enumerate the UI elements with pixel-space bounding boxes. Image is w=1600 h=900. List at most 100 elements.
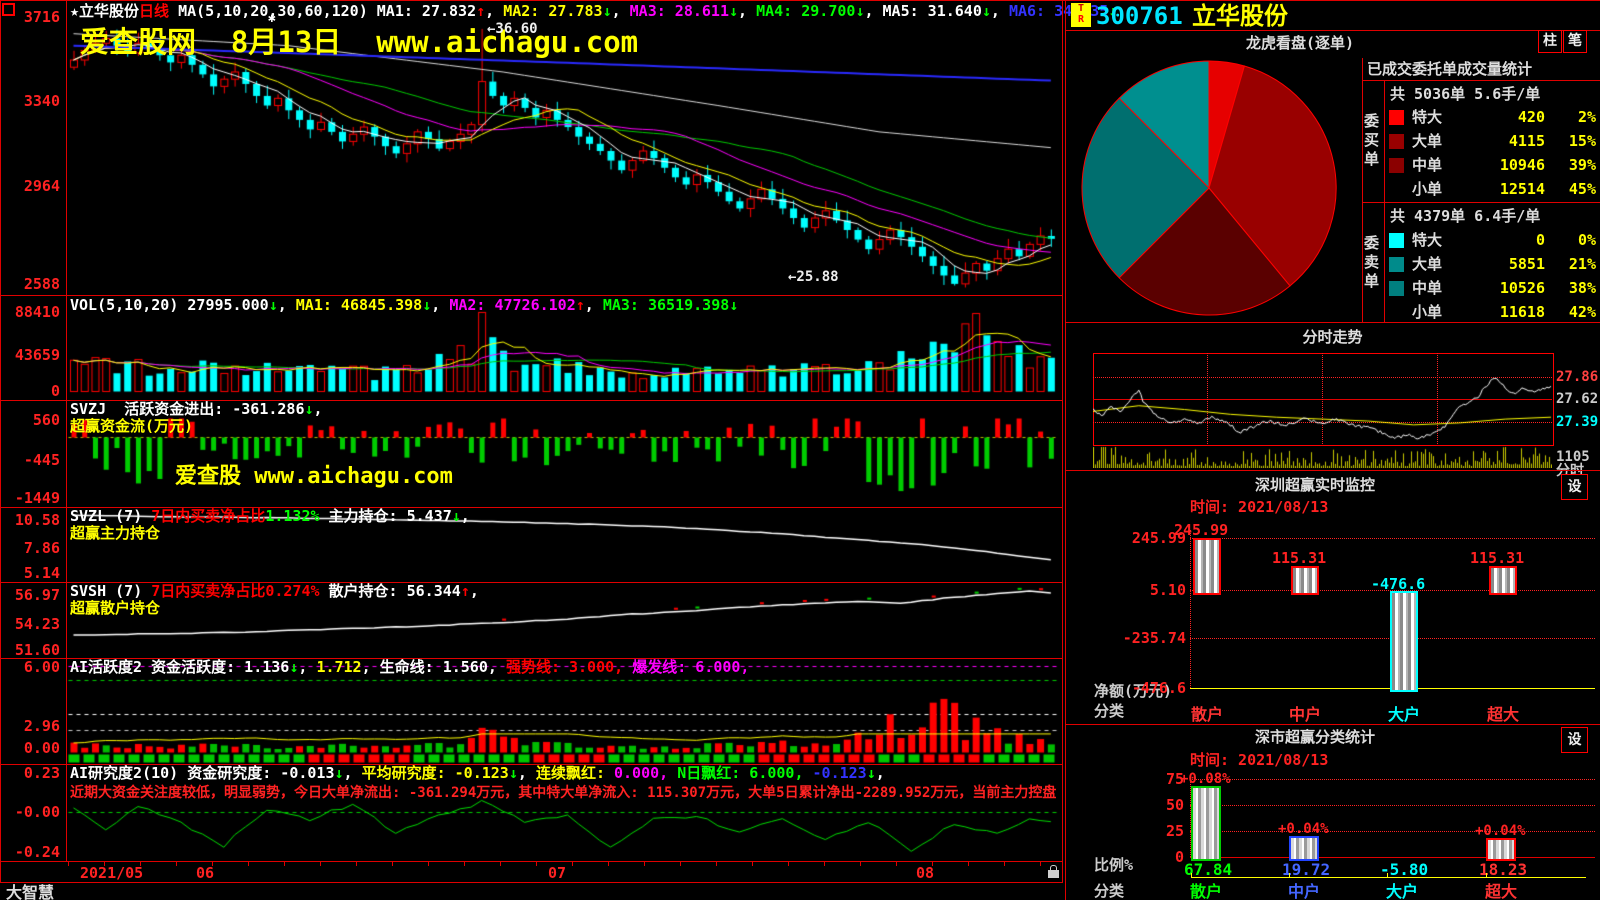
svzl-subtitle: 超赢主力持仓 bbox=[70, 524, 161, 542]
x-axis-date-label: 2021/05 bbox=[80, 864, 144, 882]
axis-line bbox=[1190, 857, 1595, 858]
bracket-line bbox=[1191, 877, 1586, 878]
watermark-top: 爱查股网 8月13日 www.aichagu.com bbox=[80, 25, 639, 59]
y-axis-label: 3340 bbox=[23, 92, 60, 110]
axis-tick bbox=[680, 862, 681, 866]
y-axis-label: 56.97 bbox=[14, 586, 60, 604]
monitor-xlabel: 分类 bbox=[1094, 702, 1125, 720]
ai1-header-segment: ↓ bbox=[289, 658, 299, 676]
table-title: 已成交委托单成交量统计 bbox=[1367, 60, 1533, 78]
buy-row-pct: 39% bbox=[1568, 156, 1596, 174]
plot-right-border bbox=[1062, 0, 1063, 882]
monitor-category-label: 大户 bbox=[1388, 705, 1421, 724]
separator bbox=[0, 507, 1063, 508]
classify-bar-散户[interactable] bbox=[1191, 786, 1221, 861]
intraday-price-label: 27.62 bbox=[1556, 391, 1599, 407]
monitor-bar-散户[interactable] bbox=[1193, 537, 1221, 595]
stock-name[interactable]: 立华股份 bbox=[1192, 2, 1288, 30]
classify-axis-label: 0 bbox=[1174, 848, 1184, 866]
bracket-tick bbox=[1191, 873, 1192, 878]
main-header-segment: MA2: 27.783 bbox=[503, 2, 603, 20]
separator bbox=[0, 861, 1063, 862]
tr-badge-top: T bbox=[1077, 3, 1085, 14]
svsh-header-segment: 7日内买卖净占比 bbox=[151, 582, 266, 600]
vol-header-segment: MA1: 46845.398 bbox=[295, 296, 423, 314]
classify-bar-中户[interactable] bbox=[1289, 836, 1319, 861]
svzl-header-segment: 7日内买卖净占比 bbox=[151, 507, 266, 525]
monitor-settings-button[interactable]: 设 bbox=[1561, 474, 1588, 500]
y-axis-label: 0.00 bbox=[23, 739, 60, 757]
y-axis-label: 560 bbox=[32, 411, 60, 429]
ai2-header-segment: ↓ bbox=[508, 764, 518, 782]
separator bbox=[0, 582, 1063, 583]
gridline bbox=[1190, 590, 1595, 591]
lock-icon[interactable] bbox=[1048, 865, 1059, 878]
sell-row-pct: 0% bbox=[1577, 231, 1596, 249]
x-axis-date-label: 06 bbox=[196, 864, 215, 882]
stock-code[interactable]: 300761 bbox=[1096, 2, 1183, 30]
vol-header-segment: ↓ bbox=[729, 296, 739, 314]
sell-row-pct: 38% bbox=[1568, 279, 1596, 297]
classify-bar-pct: +0.04% bbox=[1278, 821, 1329, 838]
main-header-segment: , bbox=[611, 2, 630, 20]
axis-tick bbox=[608, 862, 609, 866]
y-axis-label: 54.23 bbox=[14, 615, 60, 633]
x-axis-date-label: 07 bbox=[548, 864, 567, 882]
column-mode-button[interactable]: 柱 bbox=[1538, 30, 1562, 53]
high-annotation: ←36.60 bbox=[487, 21, 538, 37]
monitor-bar-大户[interactable] bbox=[1390, 591, 1418, 692]
axis-tick bbox=[824, 862, 825, 866]
left-charts-canvas[interactable] bbox=[0, 0, 1065, 900]
svzl-header-segment: 1.132% bbox=[265, 507, 320, 525]
main-header-segment: MA6: 34.435 bbox=[1008, 2, 1109, 20]
intraday-chart-canvas[interactable] bbox=[1093, 353, 1552, 444]
classify-settings-button[interactable]: 设 bbox=[1561, 727, 1588, 753]
axis-tick bbox=[428, 862, 429, 866]
bracket-tick bbox=[1289, 873, 1290, 878]
ai2-header-segment: , bbox=[343, 764, 362, 782]
svsh-header-segment: 散户持仓: 56.344 bbox=[319, 582, 461, 600]
axis-tick bbox=[320, 862, 321, 866]
y-axis-label: 51.60 bbox=[14, 641, 60, 659]
bracket-tick bbox=[1486, 873, 1487, 878]
classify-bar-value: -5.80 bbox=[1380, 860, 1429, 879]
ai2-header-segment: N日飘红: 6.000, bbox=[677, 764, 813, 782]
monitor-bar-超大[interactable] bbox=[1489, 566, 1517, 595]
intraday-price-label: 27.86 bbox=[1556, 369, 1599, 385]
classify-axis-label: 50 bbox=[1165, 796, 1184, 814]
separator bbox=[0, 295, 1063, 296]
ai1-header-segment: 1.712 bbox=[316, 658, 362, 676]
x-axis-date-label: 08 bbox=[916, 864, 935, 882]
pie-slice-buy-large[interactable] bbox=[1208, 65, 1337, 287]
ai2-header-segment: -0.123 bbox=[812, 764, 867, 782]
pie-slice-sell-mid[interactable] bbox=[1081, 97, 1210, 279]
ai2-header-segment: , bbox=[875, 764, 885, 782]
buy-swatch bbox=[1389, 158, 1404, 173]
table-border bbox=[1362, 202, 1600, 203]
vol-header-segment: VOL(5,10,20) bbox=[70, 296, 188, 314]
table-border bbox=[1362, 80, 1600, 81]
buy-row-pct: 15% bbox=[1568, 132, 1596, 150]
ai2-header-segment: ↓ bbox=[334, 764, 344, 782]
buy-row-pct: 2% bbox=[1577, 108, 1596, 126]
classify-category-label: 大户 bbox=[1386, 882, 1419, 900]
pie-slice-buy-mid[interactable] bbox=[1118, 187, 1291, 316]
monitor-bar-中户[interactable] bbox=[1291, 566, 1319, 595]
classify-bar-value: 67.84 bbox=[1184, 860, 1233, 879]
y-axis-label: -445 bbox=[23, 451, 60, 469]
axis-tick bbox=[536, 862, 537, 866]
order-flow-pie-chart[interactable] bbox=[1076, 58, 1342, 318]
intraday-volume-canvas[interactable] bbox=[1093, 446, 1552, 468]
svsh-header-segment: , bbox=[469, 582, 479, 600]
classify-bar-超大[interactable] bbox=[1486, 838, 1516, 861]
plot-left-border bbox=[66, 0, 67, 861]
pie-slice-sell-large[interactable] bbox=[1118, 60, 1210, 190]
sell-row-pct: 42% bbox=[1568, 303, 1596, 321]
axis-tick bbox=[212, 862, 213, 866]
pen-mode-button[interactable]: 笔 bbox=[1563, 30, 1587, 53]
intraday-vol-scale: 1105 bbox=[1556, 449, 1590, 465]
svsh-header-segment: SVSH (7) bbox=[70, 582, 152, 600]
vol-header-segment: MA3: 36519.398 bbox=[602, 296, 730, 314]
separator bbox=[0, 882, 1063, 883]
monitor-bar-value: -476.6 bbox=[1371, 575, 1426, 593]
